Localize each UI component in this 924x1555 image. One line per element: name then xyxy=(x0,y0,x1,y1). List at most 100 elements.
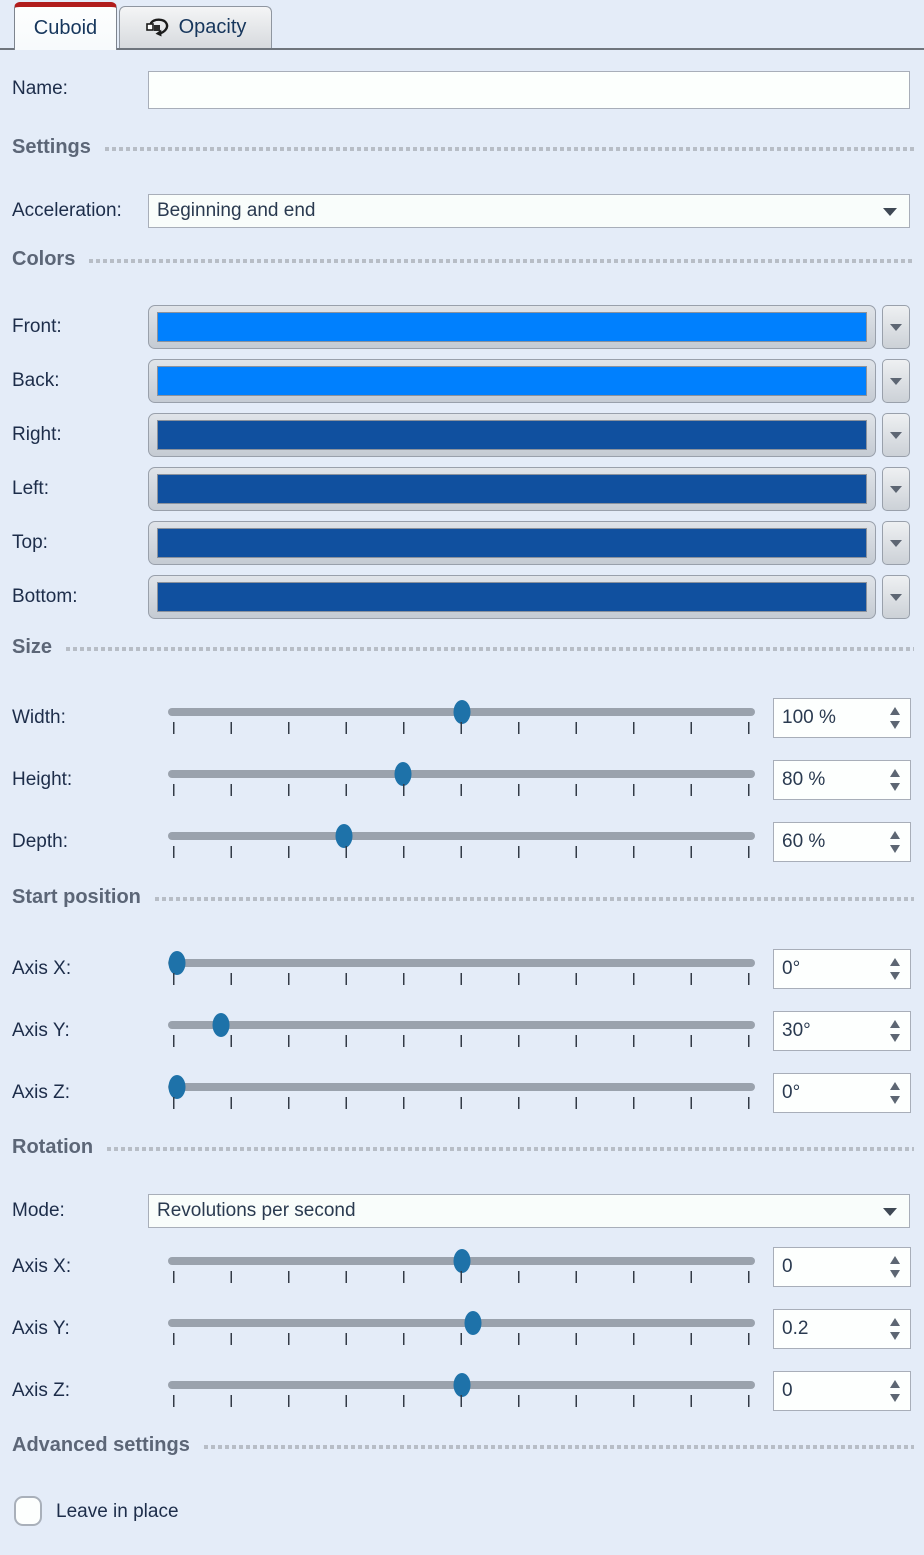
color-dropdown-button[interactable] xyxy=(882,359,910,403)
rotation-axis-y-spinbox[interactable]: 0.2 xyxy=(773,1309,911,1349)
spin-up-icon[interactable] xyxy=(890,769,900,777)
slider-track[interactable] xyxy=(168,770,755,778)
color-row-label: Top: xyxy=(12,532,48,553)
slider-handle[interactable] xyxy=(453,1373,470,1397)
start-axis-z-spinbox[interactable]: 0° xyxy=(773,1073,911,1113)
rotation-icon xyxy=(145,17,168,36)
height-slider[interactable] xyxy=(168,760,755,800)
slider-handle[interactable] xyxy=(335,824,353,848)
start-axis-y-spinbox[interactable]: 30° xyxy=(773,1011,911,1051)
slider-handle[interactable] xyxy=(394,762,412,786)
spin-down-icon[interactable] xyxy=(890,1034,900,1042)
rotation-axis-z-spinbox[interactable]: 0 xyxy=(773,1371,911,1411)
color-dropdown-button[interactable] xyxy=(882,575,910,619)
tab-cuboid[interactable]: Cuboid xyxy=(14,2,117,50)
spin-up-icon[interactable] xyxy=(890,958,900,966)
spin-down-icon[interactable] xyxy=(890,783,900,791)
color-row-left: Left: xyxy=(0,467,924,511)
start-axis-z-slider[interactable] xyxy=(168,1073,755,1113)
color-row-bottom: Bottom: xyxy=(0,575,924,619)
slider-track[interactable] xyxy=(168,832,755,840)
mode-select[interactable]: Revolutions per second xyxy=(148,1194,910,1228)
width-spinbox[interactable]: 100 % xyxy=(773,698,911,738)
spin-value: 0 xyxy=(782,1380,793,1401)
spin-down-icon[interactable] xyxy=(890,1270,900,1278)
spin-value: 30° xyxy=(782,1020,811,1041)
slider-handle[interactable] xyxy=(168,1075,186,1099)
color-dropdown-button[interactable] xyxy=(882,521,910,565)
tab-opacity-label: Opacity xyxy=(178,16,247,38)
leave-in-place-checkbox[interactable] xyxy=(14,1496,42,1526)
spin-up-icon[interactable] xyxy=(890,1082,900,1090)
color-row-label: Front: xyxy=(12,316,62,337)
depth-label: Depth: xyxy=(12,831,68,852)
chevron-down-icon xyxy=(890,486,902,493)
slider-handle[interactable] xyxy=(212,1013,230,1037)
start-position-section-header: Start position xyxy=(12,882,914,912)
color-swatch-back[interactable] xyxy=(148,359,876,403)
dotted-separator xyxy=(104,147,914,151)
start-axis-z-row: Axis Z: 0° xyxy=(0,1073,924,1113)
color-swatch-bottom[interactable] xyxy=(148,575,876,619)
spin-down-icon[interactable] xyxy=(890,972,900,980)
spin-up-icon[interactable] xyxy=(890,707,900,715)
spin-value: 0.2 xyxy=(782,1318,809,1339)
color-dropdown-button[interactable] xyxy=(882,305,910,349)
spin-value: 100 % xyxy=(782,707,836,728)
start-axis-x-slider[interactable] xyxy=(168,949,755,989)
start-axis-x-row: Axis X: 0° xyxy=(0,949,924,989)
chevron-down-icon xyxy=(890,594,902,601)
slider-handle[interactable] xyxy=(453,1249,470,1273)
axis-z-label: Axis Z: xyxy=(12,1082,71,1103)
slider-handle[interactable] xyxy=(464,1311,482,1335)
axis-y-label: Axis Y: xyxy=(12,1318,70,1339)
spin-down-icon[interactable] xyxy=(890,1096,900,1104)
slider-track[interactable] xyxy=(168,1319,755,1327)
rotation-axis-x-spinbox[interactable]: 0 xyxy=(773,1247,911,1287)
rotation-axis-y-slider[interactable] xyxy=(168,1309,755,1349)
depth-spinbox[interactable]: 60 % xyxy=(773,822,911,862)
width-slider[interactable] xyxy=(168,698,755,738)
spin-up-icon[interactable] xyxy=(890,1380,900,1388)
leave-in-place-row: Leave in place xyxy=(0,1492,924,1532)
depth-slider[interactable] xyxy=(168,822,755,862)
spin-value: 60 % xyxy=(782,831,826,852)
spin-down-icon[interactable] xyxy=(890,1394,900,1402)
color-dropdown-button[interactable] xyxy=(882,413,910,457)
slider-track[interactable] xyxy=(168,1021,755,1029)
rotation-axis-y-row: Axis Y: 0.2 xyxy=(0,1309,924,1349)
rotation-axis-z-slider[interactable] xyxy=(168,1371,755,1411)
colors-section-header: Colors xyxy=(12,244,914,274)
height-spinbox[interactable]: 80 % xyxy=(773,760,911,800)
section-title: Advanced settings xyxy=(12,1433,190,1456)
color-swatch-right[interactable] xyxy=(148,413,876,457)
name-input[interactable] xyxy=(148,71,910,109)
color-row-top: Top: xyxy=(0,521,924,565)
spin-up-icon[interactable] xyxy=(890,831,900,839)
start-axis-y-slider[interactable] xyxy=(168,1011,755,1051)
spin-up-icon[interactable] xyxy=(890,1020,900,1028)
spin-down-icon[interactable] xyxy=(890,1332,900,1340)
start-axis-x-spinbox[interactable]: 0° xyxy=(773,949,911,989)
spin-up-icon[interactable] xyxy=(890,1256,900,1264)
tab-bar: Cuboid Opacity xyxy=(0,0,924,50)
slider-track[interactable] xyxy=(168,1083,755,1091)
slider-handle[interactable] xyxy=(168,951,186,975)
rotation-axis-x-slider[interactable] xyxy=(168,1247,755,1287)
color-swatch-front[interactable] xyxy=(148,305,876,349)
color-swatch xyxy=(157,312,867,342)
color-swatch-left[interactable] xyxy=(148,467,876,511)
spin-down-icon[interactable] xyxy=(890,845,900,853)
slider-handle[interactable] xyxy=(453,700,470,724)
tab-opacity[interactable]: Opacity xyxy=(119,6,272,48)
slider-track[interactable] xyxy=(168,959,755,967)
section-title: Colors xyxy=(12,247,76,270)
acceleration-select[interactable]: Beginning and end xyxy=(148,194,910,228)
color-swatch-top[interactable] xyxy=(148,521,876,565)
color-dropdown-button[interactable] xyxy=(882,467,910,511)
spin-up-icon[interactable] xyxy=(890,1318,900,1326)
width-row: Width: 100 % xyxy=(0,698,924,738)
spin-down-icon[interactable] xyxy=(890,721,900,729)
slider-ticks xyxy=(173,722,751,734)
section-title: Rotation xyxy=(12,1135,94,1158)
